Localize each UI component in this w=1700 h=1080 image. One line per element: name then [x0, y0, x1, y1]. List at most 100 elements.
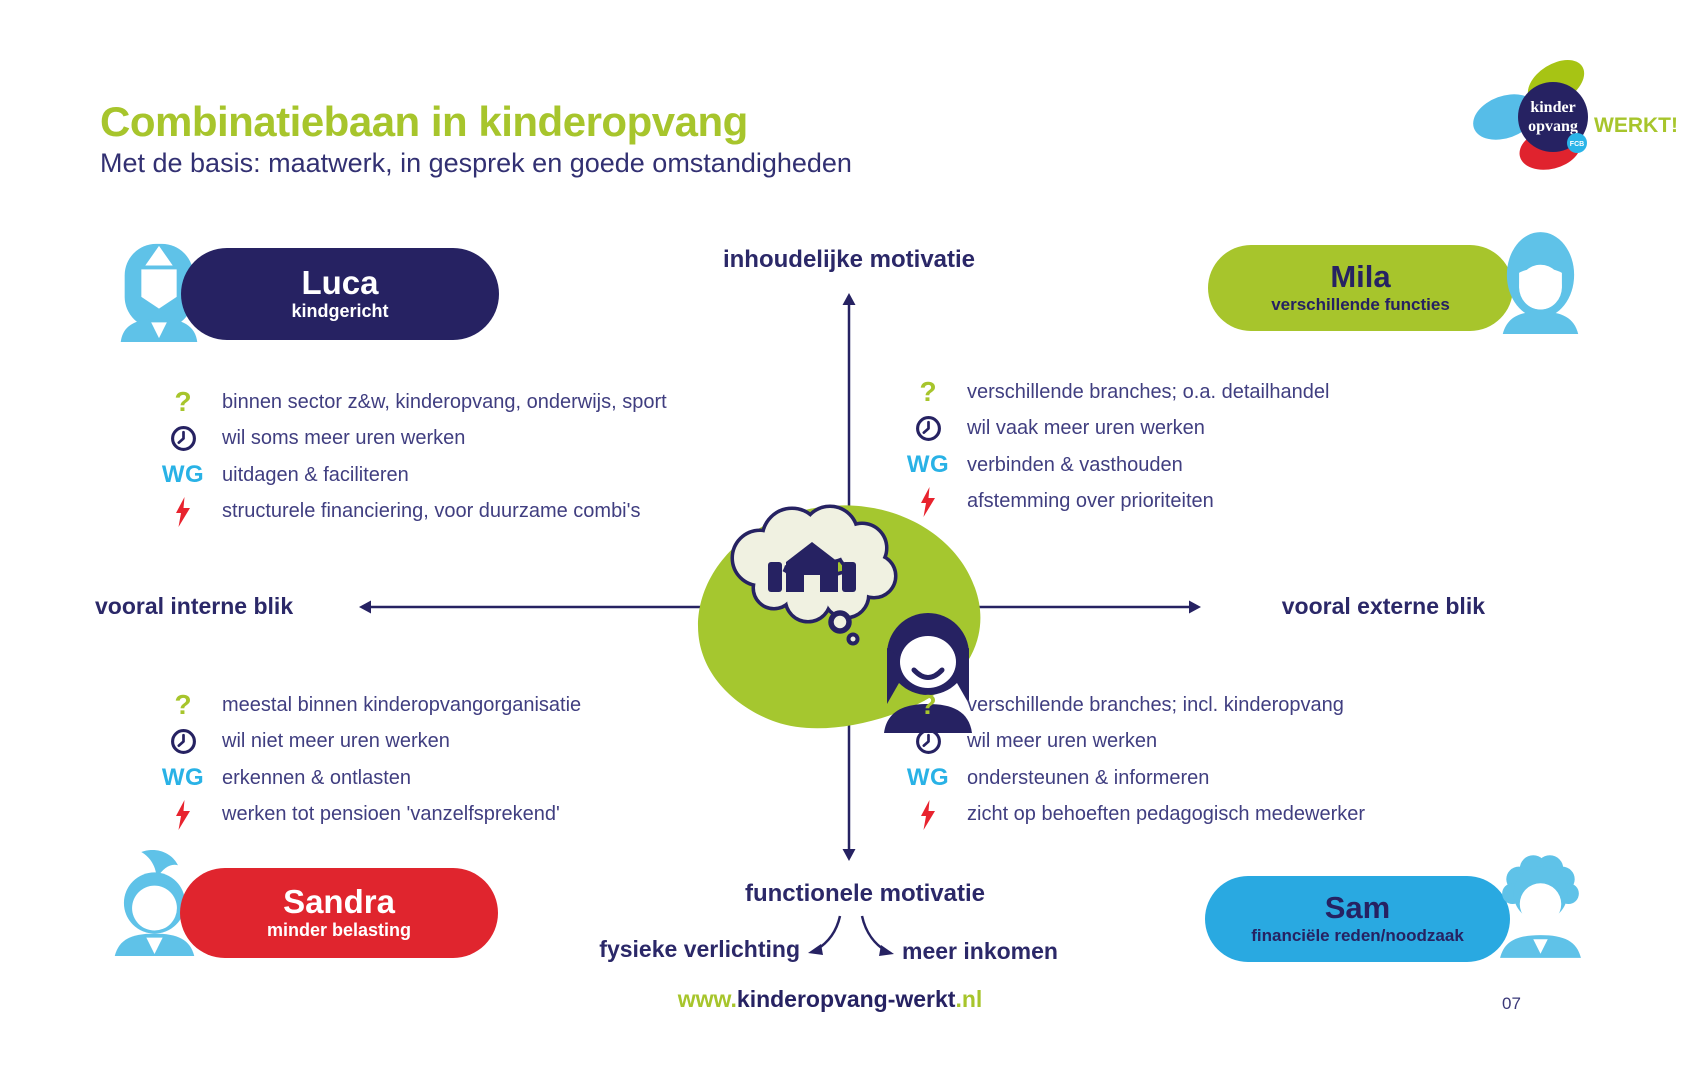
- url-domain: kinderopvang-werkt: [736, 986, 956, 1012]
- luca-avatar-icon: [120, 243, 198, 342]
- lightning-bolt-icon: [903, 486, 953, 517]
- item-text: wil soms meer uren werken: [222, 427, 466, 450]
- persona-tagline: kindgericht: [291, 301, 389, 322]
- clock-icon: [903, 728, 953, 755]
- item-text: binnen sector z&w, kinderopvang, onderwi…: [222, 390, 667, 413]
- branch-arrowhead-right-icon: [879, 945, 894, 956]
- axis-label-branch-left: fysieke verlichting: [599, 936, 800, 962]
- clock-icon: [158, 728, 208, 755]
- question-mark-icon: ?: [919, 376, 937, 408]
- sam-avatar: [1498, 850, 1583, 958]
- luca-avatar: [118, 240, 200, 342]
- item-text: wil meer uren werken: [967, 730, 1158, 753]
- persona-tagline: verschillende functies: [1271, 294, 1450, 314]
- logo-circle: [1518, 82, 1588, 152]
- up-arrowhead-icon: [842, 293, 856, 305]
- person-figure: [884, 613, 972, 733]
- logo-text-line1: kinder: [1530, 99, 1575, 116]
- right-arrowhead-icon: [1189, 600, 1201, 614]
- list-item: WG verbinden & vasthouden: [903, 447, 1329, 484]
- item-text: verschillende branches; o.a. detailhande…: [967, 380, 1330, 403]
- item-text: verschillende branches; incl. kinderopva…: [967, 693, 1344, 716]
- lightning-bolt-icon: [158, 496, 208, 527]
- url-tld: .nl: [955, 986, 983, 1012]
- left-arrowhead-icon: [359, 600, 371, 614]
- page-subtitle: Met de basis: maatwerk, in gesprek en go…: [100, 148, 852, 178]
- item-text: uitdagen & faciliteren: [222, 463, 409, 486]
- mila-avatar: [1498, 228, 1583, 334]
- sandra-avatar: [112, 850, 197, 956]
- sandra-avatar-icon: [114, 850, 195, 956]
- list-item: werken tot pensioen 'vanzelfsprekend': [158, 797, 581, 834]
- list-item: ? verschillende branches; o.a. detailhan…: [903, 374, 1329, 411]
- branch-arrowhead-left-icon: [808, 944, 823, 955]
- wg-icon: WG: [161, 461, 205, 489]
- question-mark-icon: ?: [174, 689, 192, 721]
- mila-avatar-icon: [1502, 232, 1579, 334]
- smile: [911, 667, 945, 680]
- luca-items: ? binnen sector z&w, kinderopvang, onder…: [158, 384, 667, 530]
- item-text: wil niet meer uren werken: [222, 730, 450, 753]
- luca-badge: Luca kindgericht: [181, 248, 499, 340]
- question-mark-icon: ?: [919, 689, 937, 721]
- item-text: verbinden & vasthouden: [967, 453, 1183, 476]
- list-item: wil soms meer uren werken: [158, 421, 667, 458]
- center-illustration: [698, 504, 981, 733]
- lightning-bolt-icon: [158, 799, 208, 830]
- list-item: structurele financiering, voor duurzame …: [158, 494, 667, 531]
- sam-badge: Sam financiële reden/noodzaak: [1205, 876, 1510, 962]
- lightning-bolt-icon: [903, 799, 953, 830]
- persona-name: Luca: [301, 263, 379, 301]
- list-item: WG uitdagen & faciliteren: [158, 457, 667, 494]
- logo-text-line2: opvang: [1528, 118, 1578, 135]
- list-item: wil niet meer uren werken: [158, 724, 581, 761]
- wg-icon: WG: [161, 764, 205, 792]
- item-text: wil vaak meer uren werken: [967, 417, 1205, 440]
- mila-badge: Mila verschillende functies: [1208, 245, 1513, 331]
- logo-graphic: kinder opvang FCB WERKT!: [1473, 59, 1678, 170]
- persona-name: Sam: [1324, 890, 1391, 926]
- list-item: WG erkennen & ontlasten: [158, 760, 581, 797]
- axis-label-branch-right: meer inkomen: [902, 938, 1058, 964]
- list-item: wil vaak meer uren werken: [903, 411, 1329, 448]
- axis-label-bottom: functionele motivatie: [744, 880, 986, 907]
- logo-fcb-text: FCB: [1570, 141, 1584, 148]
- logo-tagline: WERKT!: [1594, 114, 1678, 137]
- list-item: wil meer uren werken: [903, 724, 1365, 761]
- item-text: erkennen & ontlasten: [222, 766, 412, 789]
- sam-avatar-icon: [1500, 855, 1581, 958]
- item-text: ondersteunen & informeren: [967, 766, 1210, 789]
- branch-arrow-left: [815, 915, 842, 952]
- mila-items: ? verschillende branches; o.a. detailhan…: [903, 374, 1329, 520]
- page-title: Combinatiebaan in kinderopvang: [100, 98, 748, 145]
- wg-icon: WG: [906, 451, 950, 479]
- list-item: ? binnen sector z&w, kinderopvang, onder…: [158, 384, 667, 421]
- list-item: WG ondersteunen & informeren: [903, 760, 1365, 797]
- branch-arrow-right: [860, 915, 887, 953]
- page-number: 07: [1502, 994, 1521, 1013]
- list-item: afstemming over prioriteiten: [903, 484, 1329, 521]
- thought-bubble-small: [828, 610, 852, 634]
- list-item: ? meestal binnen kinderopvangorganisatie: [158, 687, 581, 724]
- logo-fcb-badge: [1567, 133, 1587, 153]
- question-mark-icon: ?: [174, 386, 192, 418]
- axis-label-left: vooral interne blik: [95, 593, 294, 619]
- down-arrowhead-icon: [842, 849, 856, 861]
- item-text: zicht op behoeften pedagogisch medewerke…: [967, 803, 1366, 826]
- sandra-badge: Sandra minder belasting: [180, 868, 498, 958]
- house-icon: [768, 542, 856, 592]
- website-url[interactable]: www.kinderopvang-werkt.nl: [530, 986, 1130, 1013]
- item-text: afstemming over prioriteiten: [967, 490, 1214, 513]
- item-text: meestal binnen kinderopvangorganisatie: [222, 693, 582, 716]
- list-item: ? verschillende branches; incl. kinderop…: [903, 687, 1365, 724]
- persona-name: Mila: [1330, 259, 1391, 295]
- clock-icon: [158, 425, 208, 452]
- list-item: zicht op behoeften pedagogisch medewerke…: [903, 797, 1365, 834]
- kinderopvang-werkt-logo: kinder opvang FCB WERKT!: [1468, 56, 1700, 171]
- clock-icon: [903, 415, 953, 442]
- sam-items: ? verschillende branches; incl. kinderop…: [903, 687, 1365, 833]
- persona-tagline: financiële reden/noodzaak: [1251, 925, 1464, 945]
- sandra-items: ? meestal binnen kinderopvangorganisatie…: [158, 687, 581, 833]
- wg-icon: WG: [906, 764, 950, 792]
- axis-label-right: vooral externe blik: [1281, 593, 1485, 619]
